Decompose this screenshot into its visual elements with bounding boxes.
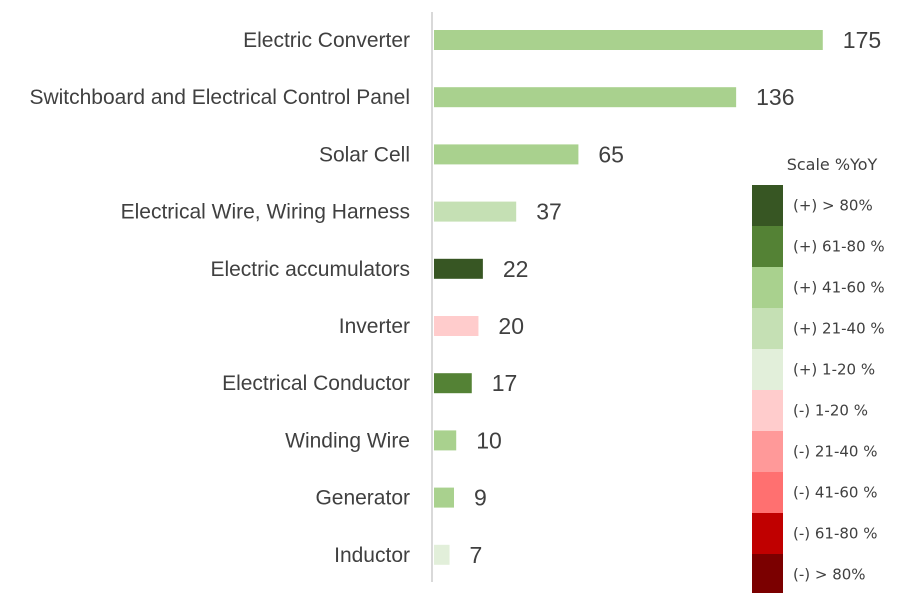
bar [434,430,457,451]
category-label: Electrical Wire, Wiring Harness [121,201,410,224]
category-label: Solar Cell [319,143,410,166]
legend-swatch [752,513,783,554]
category-label: Switchboard and Electrical Control Panel [29,86,410,109]
bar [434,87,737,108]
bar [434,201,517,222]
legend-swatch [752,431,783,472]
legend-label: (+) > 80% [793,197,873,215]
data-label: 136 [756,84,794,110]
legend-label: (-) 1-20 % [793,402,868,420]
category-label: Electric accumulators [210,258,410,281]
legend-swatch [752,226,783,267]
category-label: Generator [315,487,410,510]
data-label: 22 [503,256,529,282]
legend-label: (+) 21-40 % [793,320,885,338]
legend-swatch [752,349,783,390]
legend-label: (-) 41-60 % [793,484,878,502]
bar [434,373,472,394]
legend-label: (+) 1-20 % [793,361,875,379]
legend-swatch [752,185,783,226]
data-label: 9 [474,485,487,511]
bar [434,487,454,508]
data-label: 10 [476,427,502,453]
legend-title: Scale %YoY [787,155,878,174]
category-label: Electrical Conductor [222,372,410,395]
legend-swatch [752,472,783,513]
legend-label: (+) 61-80 % [793,238,885,256]
legend: Scale %YoY (+) > 80% (+) 61-80 % (+) 41-60… [752,155,885,593]
data-label: 20 [498,313,524,339]
bars-layer: Electric Converter 175 Switchboard and Ele… [29,27,881,568]
category-label: Inverter [339,315,410,338]
legend-label: (+) 41-60 % [793,279,885,297]
legend-swatch [752,308,783,349]
data-label: 65 [598,141,624,167]
data-label: 37 [536,199,562,225]
legend-swatch [752,554,783,593]
category-label: Electric Converter [243,29,410,52]
legend-label: (-) 61-80 % [793,525,878,543]
bar [434,30,823,50]
bar [434,258,483,279]
bar [434,316,479,336]
category-label: Inductor [334,544,410,567]
legend-swatch [752,390,783,431]
category-label: Winding Wire [285,429,410,452]
data-label: 7 [470,542,483,568]
bar [434,544,450,565]
data-label: 17 [492,370,518,396]
data-label: 175 [843,27,881,53]
legend-swatch [752,267,783,308]
legend-label: (-) 21-40 % [793,443,878,461]
legend-label: (-) > 80% [793,566,866,584]
bar [434,144,579,165]
